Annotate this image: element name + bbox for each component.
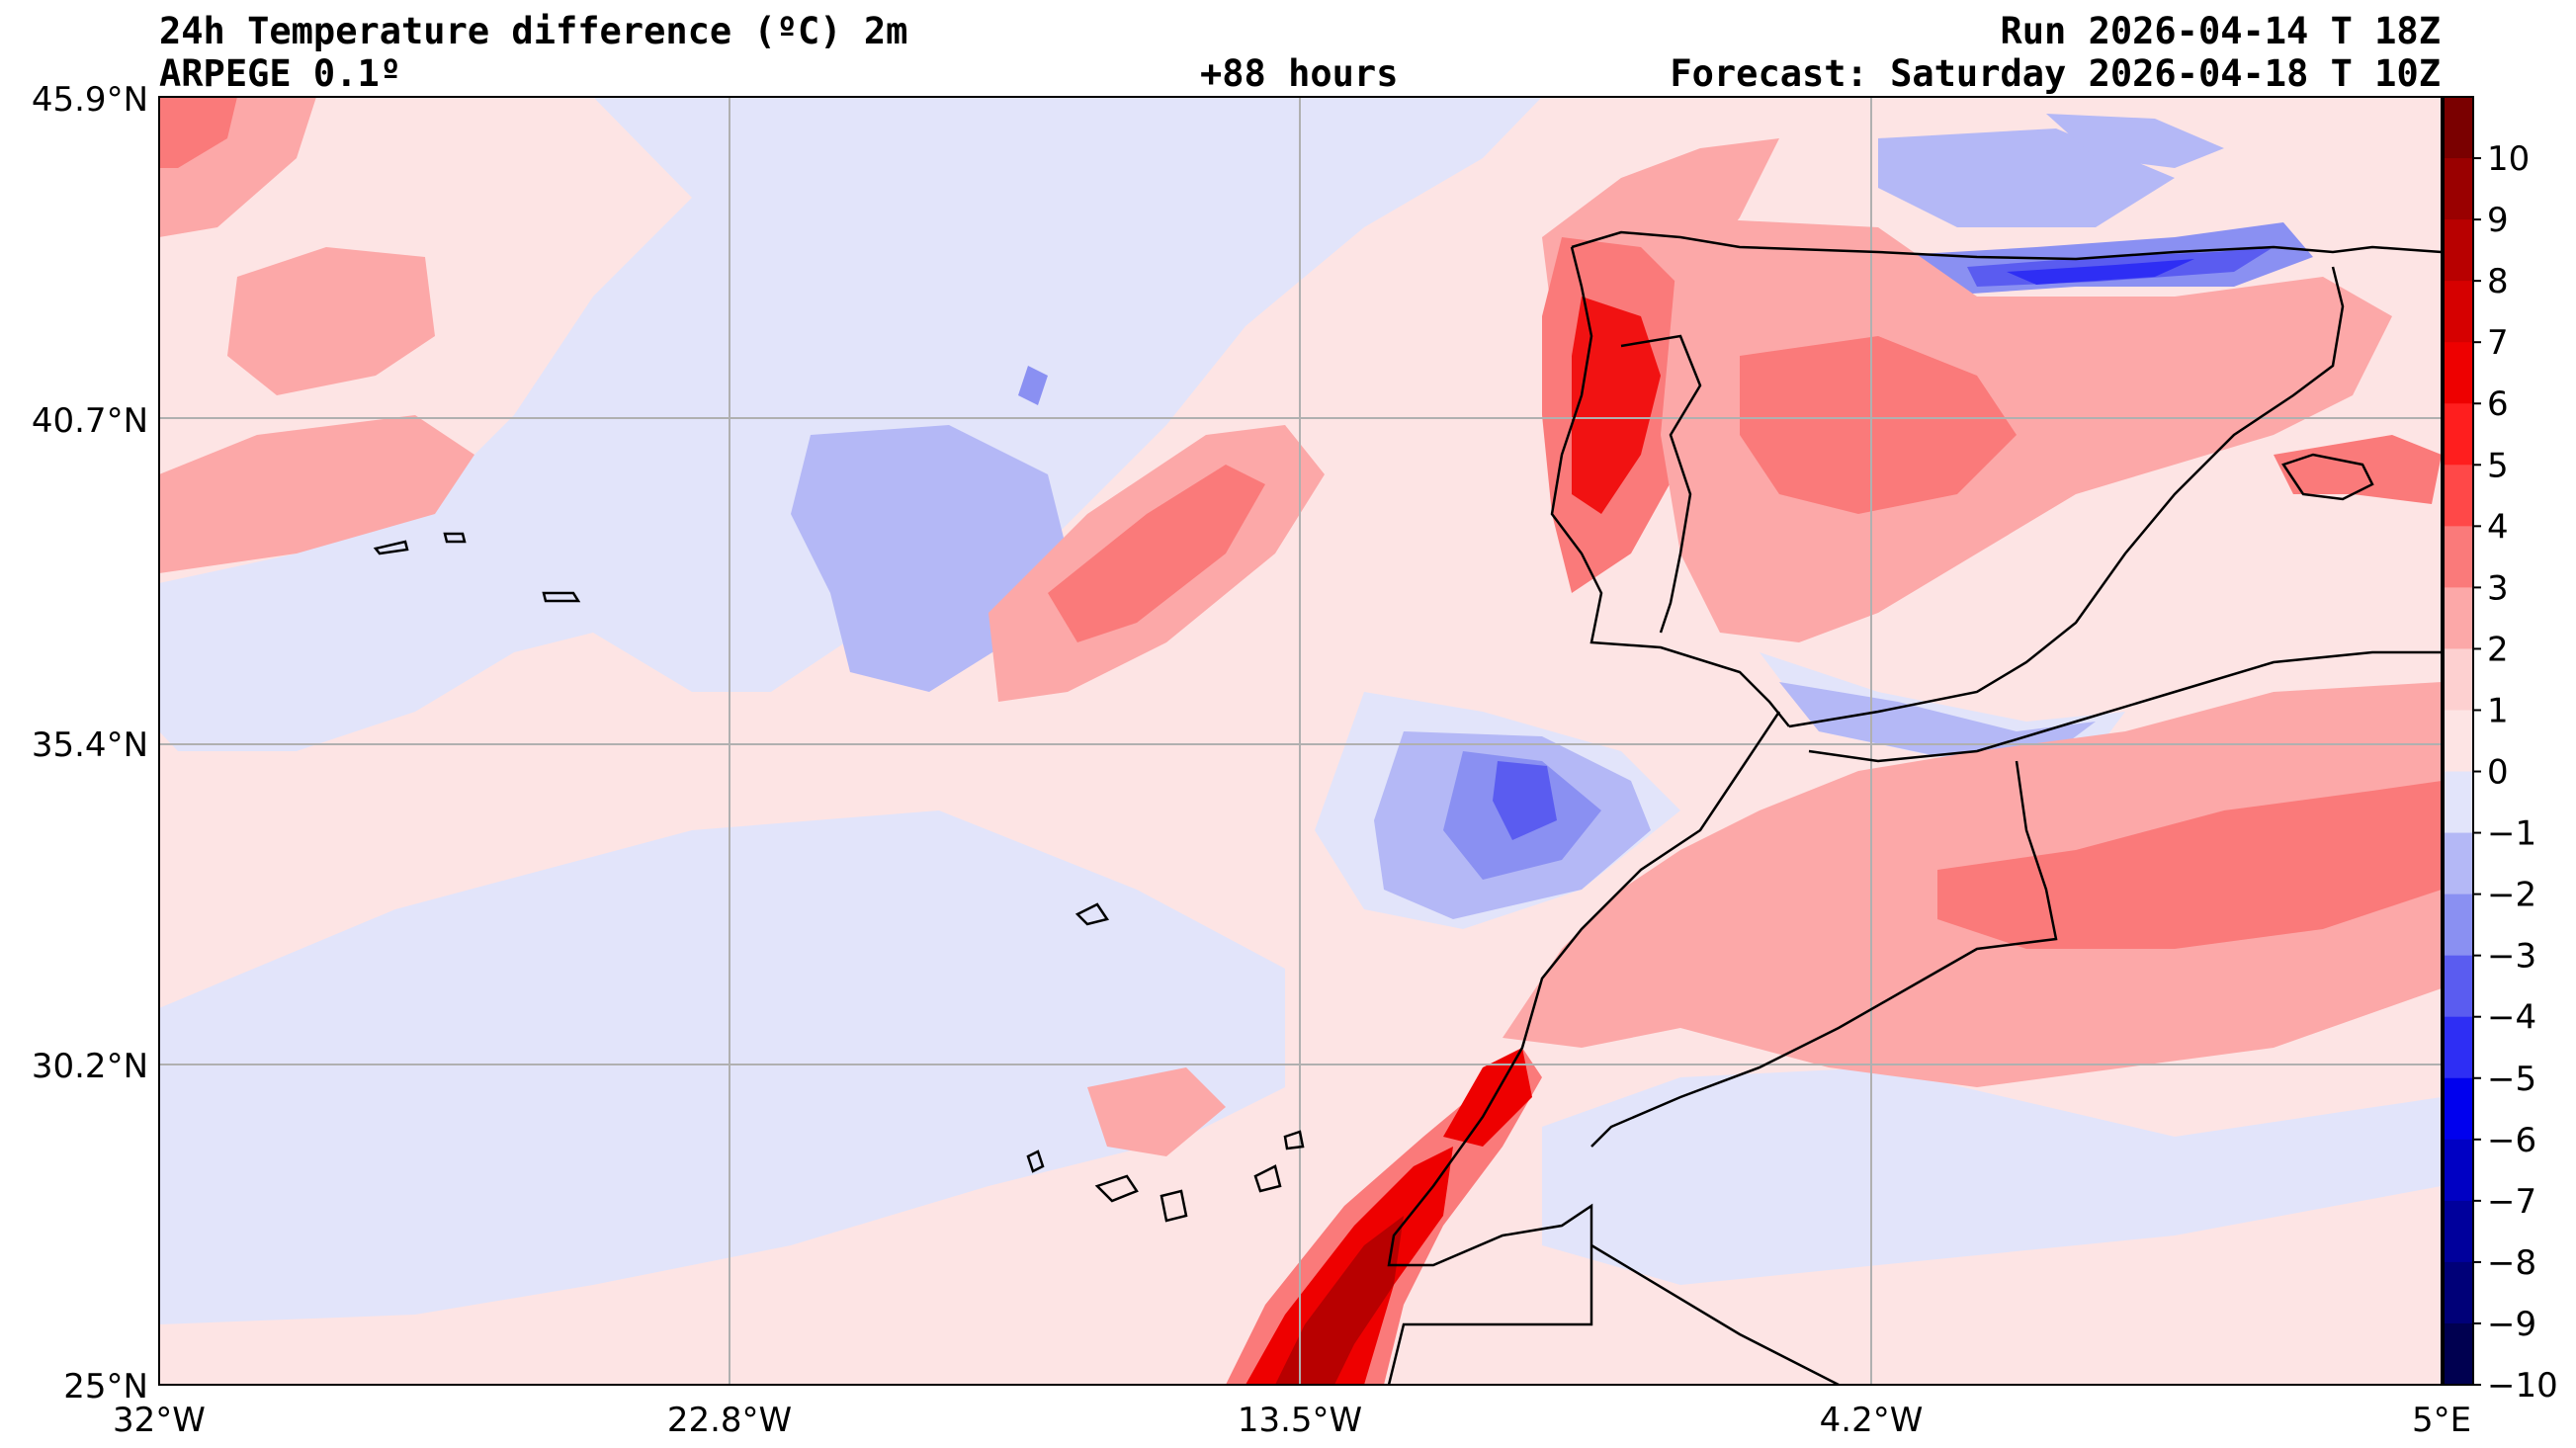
grid-lines xyxy=(159,97,2442,1385)
colorbar-label: −10 xyxy=(2487,1366,2558,1405)
colorbar-label: 5 xyxy=(2487,446,2509,485)
lon-label-2: 22.8°W xyxy=(667,1401,792,1440)
lat-label-4: 30.2°N xyxy=(32,1047,148,1086)
colorbar-swatch xyxy=(2444,1139,2473,1202)
longitude-axis: 32°W 22.8°W 13.5°W 4.2°W 5°E xyxy=(113,1401,2471,1440)
colorbar-swatch xyxy=(2444,1261,2473,1324)
colorbar-label: −9 xyxy=(2487,1305,2536,1344)
colorbar-label: −2 xyxy=(2487,876,2536,915)
colorbar-swatch xyxy=(2444,894,2473,957)
model-label: ARPEGE 0.1º xyxy=(159,52,402,95)
colorbar-swatch xyxy=(2444,832,2473,895)
lat-label-2: 40.7°N xyxy=(32,401,148,441)
positive-anomaly-regions xyxy=(159,97,2442,1385)
latitude-axis: 45.9°N 40.7°N 35.4°N 30.2°N 25°N xyxy=(32,80,148,1406)
colorbar-swatch xyxy=(2444,281,2473,343)
lon-label-4: 4.2°W xyxy=(1820,1401,1924,1440)
colorbar-swatch xyxy=(2444,955,2473,1018)
colorbar-swatch xyxy=(2444,1077,2473,1141)
colorbar-swatch xyxy=(2444,1322,2473,1386)
lat-label-5: 25°N xyxy=(63,1367,148,1406)
colorbar-label: −8 xyxy=(2487,1243,2536,1283)
lead-time: +88 hours xyxy=(1200,52,1399,95)
colorbar-swatch xyxy=(2444,1016,2473,1079)
colorbar-swatch xyxy=(2444,403,2473,466)
colorbar-label: 8 xyxy=(2487,262,2509,301)
colorbar-label: 4 xyxy=(2487,507,2509,547)
colorbar-swatch xyxy=(2444,158,2473,220)
colorbar-label: −3 xyxy=(2487,937,2536,977)
colorbar-swatch xyxy=(2444,465,2473,527)
colorbar-swatch xyxy=(2444,342,2473,404)
colorbar-label: 9 xyxy=(2487,201,2509,240)
lon-label-3: 13.5°W xyxy=(1238,1401,1362,1440)
colorbar-label: 10 xyxy=(2487,139,2530,179)
colorbar-label: −7 xyxy=(2487,1182,2536,1222)
colorbar-label: 1 xyxy=(2487,691,2509,730)
colorbar-swatch xyxy=(2444,648,2473,712)
lon-label-1: 32°W xyxy=(113,1401,206,1440)
colorbar-swatch xyxy=(2444,587,2473,650)
colorbar-label: −4 xyxy=(2487,998,2536,1038)
colorbar-label: 6 xyxy=(2487,384,2509,424)
lat-label-3: 35.4°N xyxy=(32,725,148,765)
colorbar-frame xyxy=(2443,96,2474,1386)
map-plot-area xyxy=(159,97,2442,1385)
colorbar-swatch xyxy=(2444,1200,2473,1263)
colorbar-swatch xyxy=(2444,526,2473,588)
colorbar-swatch xyxy=(2444,219,2473,282)
colorbar-swatch xyxy=(2444,97,2473,159)
colorbar-label: −1 xyxy=(2487,814,2536,854)
colorbar-label: 7 xyxy=(2487,323,2509,363)
coastlines-borders xyxy=(373,230,2442,1385)
lat-label-1: 45.9°N xyxy=(32,80,148,120)
lon-label-5: 5°E xyxy=(2412,1401,2471,1440)
map-frame xyxy=(158,96,2443,1386)
forecast-time: Forecast: Saturday 2026-04-18 T 10Z xyxy=(1670,52,2441,95)
run-time: Run 2026-04-14 T 18Z xyxy=(2000,10,2441,52)
colorbar-label: −6 xyxy=(2487,1121,2536,1160)
colorbar-label: 2 xyxy=(2487,630,2509,669)
colorbar-swatch xyxy=(2444,710,2473,773)
colorbar-label: 3 xyxy=(2487,568,2509,608)
map-title: 24h Temperature difference (ºC) 2m xyxy=(159,10,908,52)
colorbar-label: 0 xyxy=(2487,753,2509,793)
colorbar-swatch xyxy=(2444,771,2473,834)
colorbar-label: −5 xyxy=(2487,1060,2536,1099)
